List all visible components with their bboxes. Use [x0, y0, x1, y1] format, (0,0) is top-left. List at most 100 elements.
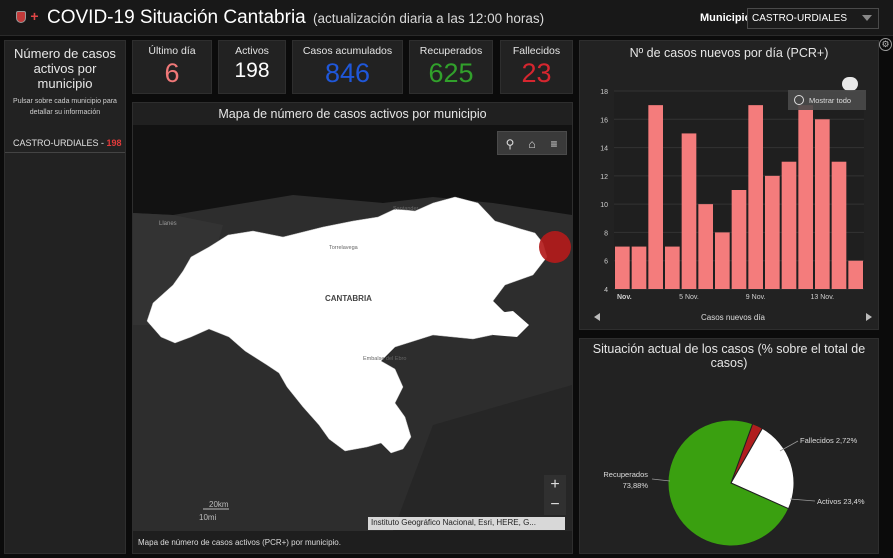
separator: - [98, 138, 107, 148]
pie-label-recuperados: Recuperados [603, 470, 648, 479]
leader-line [789, 498, 816, 502]
municipio-select[interactable]: CASTRO-URDIALES [747, 8, 879, 29]
pie-slice [667, 419, 790, 547]
kpi-ultimo-dia: Último día 6 [132, 40, 212, 94]
kpi-value: 23 [521, 58, 552, 88]
bar [681, 133, 697, 289]
pie-title: Situación actual de los casos (% sobre e… [592, 342, 866, 370]
leader-line [779, 440, 799, 452]
pie-label-activos: Activos 23,4% [817, 497, 865, 506]
bar-chart: 4 6 8 10 12 14 16 18 Nov. 5 Nov. 9 Nov. 13 Nov. Caso… [580, 77, 878, 327]
map-label-torrelavega: Torrelavega [329, 245, 359, 251]
pie-value-recuperados: 73,88% [623, 481, 649, 490]
municipios-list-panel: Número de casos activos por municipio Pu… [4, 40, 126, 554]
bar [831, 161, 847, 289]
leader-line [651, 478, 671, 482]
bar [615, 246, 630, 289]
app-header: + COVID-19 Situación Cantabria (actualiz… [0, 0, 893, 36]
zoom-out-icon [794, 95, 804, 105]
municipio-cases: 198 [106, 138, 122, 148]
kpi-label: Fallecidos [512, 45, 561, 57]
map-label-region: CANTABRIA [325, 294, 372, 303]
chevron-right-icon[interactable] [866, 313, 872, 321]
red-cross-icon: + [30, 8, 39, 24]
sidebar-note: Pulsar sobre cada municipio para detalla… [13, 98, 117, 116]
y-tick-label: 14 [600, 146, 608, 153]
zoom-out-button[interactable]: − [544, 495, 566, 515]
kpi-recuperados: Recuperados 625 [409, 40, 493, 94]
bar [665, 246, 680, 289]
x-tick-label: 9 Nov. [746, 294, 766, 301]
scale-km: 20km [209, 500, 229, 509]
kpi-fallecidos: Fallecidos 23 [500, 40, 573, 94]
y-tick-label: 10 [600, 202, 608, 209]
map-caption: Mapa de número de casos activos (PCR+) p… [133, 531, 572, 553]
list-item[interactable]: CASTRO-URDIALES - 198 [5, 138, 125, 153]
x-scrollbar [580, 307, 878, 327]
map-label-santander: Santander [393, 206, 419, 212]
legend-list-icon[interactable]: ≡ [550, 137, 558, 151]
kpi-label: Recuperados [419, 45, 483, 57]
bar [815, 119, 830, 290]
kpi-value: 198 [234, 59, 270, 82]
home-icon[interactable]: ⌂ [528, 137, 536, 151]
case-marker-castro-urdiales[interactable] [539, 231, 571, 263]
scale-mi: 10mi [199, 513, 217, 522]
map-attribution: Instituto Geográfico Nacional, Esri, HER… [368, 517, 565, 530]
map-toolbar: ⚲ ⌂ ≡ [497, 131, 567, 155]
chevron-left-icon[interactable] [594, 313, 600, 321]
pie-chart: Fallecidos 2,72% Activos 23,4% Recuperados… [603, 419, 865, 547]
kpi-value: 625 [428, 58, 474, 88]
page-title: COVID-19 Situación Cantabria (actualizac… [47, 7, 545, 28]
bar [798, 105, 813, 289]
kpi-casos-acumulados: Casos acumulados 846 [292, 40, 403, 94]
settings-icon[interactable]: ⚙ [879, 38, 892, 51]
search-icon[interactable]: ⚲ [505, 137, 515, 151]
bar [781, 161, 797, 289]
map-label-embalse: Embalse del Ebro [363, 356, 406, 362]
bar [765, 175, 780, 289]
zoom-in-button[interactable]: + [544, 475, 566, 495]
bar [748, 105, 763, 289]
y-tick-label: 12 [600, 174, 608, 181]
x-tick-label: 5 Nov. [679, 294, 699, 301]
map-view[interactable]: CANTABRIA Llanes Torrelavega Santander E… [133, 125, 572, 531]
y-tick-label: 8 [604, 230, 608, 237]
cantabria-shield-icon [16, 11, 26, 23]
kpi-label: Último día [148, 45, 196, 57]
show-all-button[interactable] [788, 90, 866, 110]
daily-cases-chart-panel: Nº de casos nuevos por día (PCR+) 4 6 8 10 1… [579, 40, 879, 330]
bar [698, 204, 713, 289]
y-tick-label: 16 [600, 117, 608, 124]
pause-handle-icon[interactable] [842, 77, 858, 91]
page-subtitle: (actualización diaria a las 12:00 horas) [313, 11, 545, 26]
kpi-label: Activos [235, 45, 269, 57]
cantabria-region[interactable] [146, 196, 548, 454]
y-tick-label: 6 [604, 259, 608, 266]
bar [631, 246, 647, 289]
pie-slice [730, 427, 795, 510]
sidebar-title: Número de casos activos por municipio [14, 46, 116, 91]
bar [648, 105, 663, 289]
x-axis-label: Casos nuevos día [701, 313, 766, 322]
municipio-label: Municipio [700, 12, 752, 24]
bar [715, 232, 730, 289]
municipio-name: CASTRO-URDIALES [13, 138, 99, 148]
chart-title: Nº de casos nuevos por día (PCR+) [629, 46, 829, 60]
kpi-value: 6 [164, 58, 180, 88]
x-tick-label: 13 Nov. [811, 294, 835, 301]
bar [848, 260, 863, 289]
municipio-value: CASTRO-URDIALES [752, 13, 848, 24]
chevron-down-icon [862, 15, 872, 21]
kpi-label: Casos acumulados [302, 45, 393, 57]
y-tick-label: 18 [600, 89, 608, 96]
show-all-label: Mostrar todo [809, 96, 851, 105]
y-tick-label: 4 [604, 287, 608, 294]
kpi-activos: Activos 198 [218, 40, 286, 94]
bar [731, 190, 747, 289]
map-title: Mapa de número de casos activos por muni… [133, 103, 572, 125]
pie-label-fallecidos: Fallecidos 2,72% [800, 436, 857, 445]
map-panel: Mapa de número de casos activos por muni… [132, 102, 573, 554]
kpi-value: 846 [324, 58, 371, 88]
case-status-pie-panel: Situación actual de los casos (% sobre e… [579, 338, 879, 554]
